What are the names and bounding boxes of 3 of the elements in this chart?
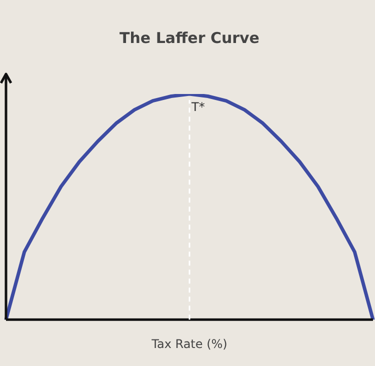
chart-title: The Laffer Curve [120, 28, 260, 47]
x-axis-title: Tax Rate (%) [150, 336, 228, 351]
annotation: T* [190, 100, 205, 114]
